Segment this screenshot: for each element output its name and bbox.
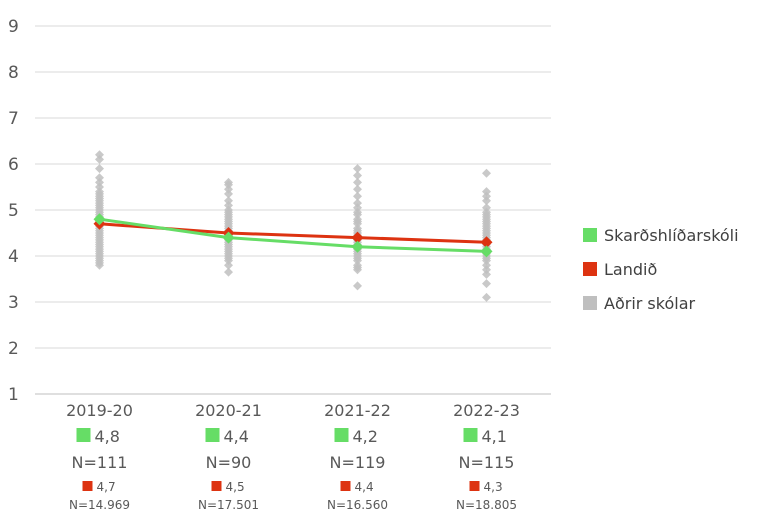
school-value-label: 4,8 bbox=[95, 427, 120, 446]
series-markers bbox=[93, 213, 493, 258]
series-line-school bbox=[99, 217, 487, 253]
school-point bbox=[480, 245, 493, 258]
other-school-point bbox=[224, 200, 233, 210]
legend-label-school: Skarðshlíðarskóli bbox=[604, 225, 739, 245]
country-value-swatch bbox=[340, 481, 351, 491]
other-school-point bbox=[482, 196, 491, 206]
legend-label-country: Landið bbox=[604, 259, 658, 279]
other-school-point bbox=[95, 260, 104, 270]
school-point bbox=[93, 213, 106, 226]
other-school-point bbox=[353, 184, 362, 194]
school-n-label: N=111 bbox=[72, 453, 128, 472]
country-n-label: N=18.805 bbox=[456, 498, 517, 512]
y-tick-label: 5 bbox=[8, 201, 19, 221]
other-school-point bbox=[353, 265, 362, 275]
gridlines bbox=[35, 25, 551, 395]
school-value-label: 4,1 bbox=[482, 427, 507, 446]
other-school-point bbox=[482, 191, 491, 201]
other-school-point bbox=[353, 219, 362, 229]
other-school-point bbox=[353, 177, 362, 187]
country-n-label: N=14.969 bbox=[69, 498, 130, 512]
category-label: 2020-21 bbox=[195, 401, 262, 420]
legend-swatch-other-schools bbox=[583, 296, 597, 310]
y-tick-label: 3 bbox=[8, 293, 19, 313]
school-n-label: N=90 bbox=[206, 453, 252, 472]
other-school-point bbox=[224, 256, 233, 266]
school-value-label: 4,4 bbox=[224, 427, 249, 446]
other-school-point bbox=[224, 196, 233, 206]
other-school-point bbox=[224, 267, 233, 277]
other-school-point bbox=[482, 292, 491, 302]
legend-label-other-schools: Aðrir skólar bbox=[604, 293, 696, 313]
country-value-swatch bbox=[469, 481, 480, 491]
other-school-point bbox=[482, 260, 491, 270]
other-school-point bbox=[482, 269, 491, 279]
other-school-point bbox=[224, 180, 233, 190]
legend: Skarðshlíðarskóli Landið Aðrir skólar bbox=[583, 218, 770, 320]
legend-item-country: Landið bbox=[583, 252, 770, 286]
other-school-point bbox=[482, 203, 491, 213]
y-tick-label: 9 bbox=[8, 17, 19, 37]
country-point bbox=[480, 236, 493, 249]
other-school-point bbox=[95, 177, 104, 187]
y-tick-label: 4 bbox=[8, 247, 19, 267]
school-value-label: 4,2 bbox=[353, 427, 378, 446]
other-school-point bbox=[95, 173, 104, 183]
school-n-label: N=115 bbox=[459, 453, 515, 472]
other-school-point bbox=[95, 154, 104, 164]
other-school-point bbox=[95, 164, 104, 174]
other-school-point bbox=[353, 203, 362, 213]
school-point bbox=[351, 240, 364, 253]
other-school-point bbox=[353, 198, 362, 208]
y-tick-label: 8 bbox=[8, 63, 19, 83]
other-school-point bbox=[353, 164, 362, 174]
y-tick-label: 7 bbox=[8, 109, 19, 129]
other-school-point bbox=[95, 182, 104, 192]
other-school-point bbox=[482, 256, 491, 266]
other-school-point bbox=[353, 281, 362, 291]
country-value-swatch bbox=[82, 481, 93, 491]
country-value-label: 4,3 bbox=[484, 480, 503, 494]
other-school-point bbox=[482, 187, 491, 197]
country-n-label: N=17.501 bbox=[198, 498, 259, 512]
school-point bbox=[222, 231, 235, 244]
y-tick-label: 1 bbox=[8, 385, 19, 405]
other-school-point bbox=[353, 171, 362, 180]
other-school-point bbox=[95, 150, 104, 160]
school-value-swatch bbox=[205, 428, 220, 442]
legend-item-school: Skarðshlíðarskóli bbox=[583, 218, 770, 252]
legend-swatch-school bbox=[583, 228, 597, 242]
country-value-label: 4,5 bbox=[226, 480, 245, 494]
y-tick-label: 6 bbox=[8, 155, 19, 175]
legend-item-other-schools: Aðrir skólar bbox=[583, 286, 770, 320]
other-school-point bbox=[224, 260, 233, 270]
other-schools-points bbox=[95, 150, 491, 302]
school-value-swatch bbox=[76, 428, 91, 442]
school-value-swatch bbox=[463, 428, 478, 442]
other-school-point bbox=[482, 265, 491, 275]
country-point bbox=[351, 231, 364, 244]
y-axis-ticks: 1 2 3 4 5 6 7 8 9 bbox=[8, 17, 19, 405]
other-school-point bbox=[224, 184, 233, 194]
category-label: 2019-20 bbox=[66, 401, 133, 420]
other-school-point bbox=[482, 279, 491, 289]
other-school-point bbox=[353, 191, 362, 201]
series-lines bbox=[99, 217, 487, 253]
other-school-point bbox=[353, 210, 362, 220]
country-value-label: 4,7 bbox=[97, 480, 116, 494]
country-value-swatch bbox=[211, 481, 222, 491]
country-value-label: 4,4 bbox=[355, 480, 374, 494]
category-table: 2019-20 4,8 N=111 4,7 N=14.969 2020-21 4,4 N=90… bbox=[66, 401, 520, 512]
country-n-label: N=16.560 bbox=[327, 498, 388, 512]
legend-swatch-country bbox=[583, 262, 597, 276]
other-school-point bbox=[224, 189, 233, 199]
school-value-swatch bbox=[334, 428, 349, 442]
school-n-label: N=119 bbox=[330, 453, 386, 472]
other-school-point bbox=[482, 168, 491, 178]
category-label: 2022-23 bbox=[453, 401, 520, 420]
other-school-point bbox=[353, 256, 362, 266]
y-tick-label: 2 bbox=[8, 339, 19, 359]
category-label: 2021-22 bbox=[324, 401, 391, 420]
